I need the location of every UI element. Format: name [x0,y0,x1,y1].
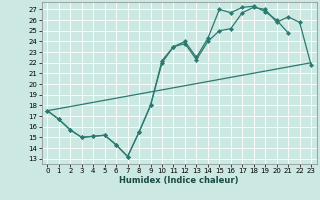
X-axis label: Humidex (Indice chaleur): Humidex (Indice chaleur) [119,176,239,185]
